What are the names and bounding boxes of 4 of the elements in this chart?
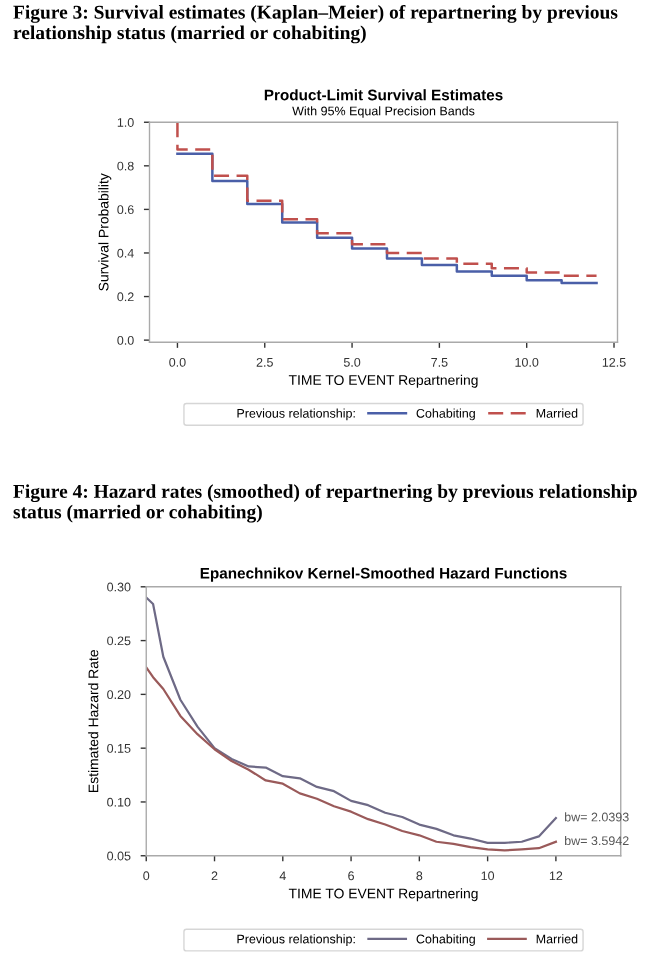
caption: Figure 3: Survival estimates (Kaplan–Meier) of repartnering by previous relationship status (married or cohabiting) (13, 4, 618, 44)
line-series (146, 596, 557, 844)
caption: Figure 4: Hazard rates (smoothed) of repartnering by previous relationship status (married or cohabiting) (13, 484, 637, 523)
line-series (146, 666, 557, 852)
